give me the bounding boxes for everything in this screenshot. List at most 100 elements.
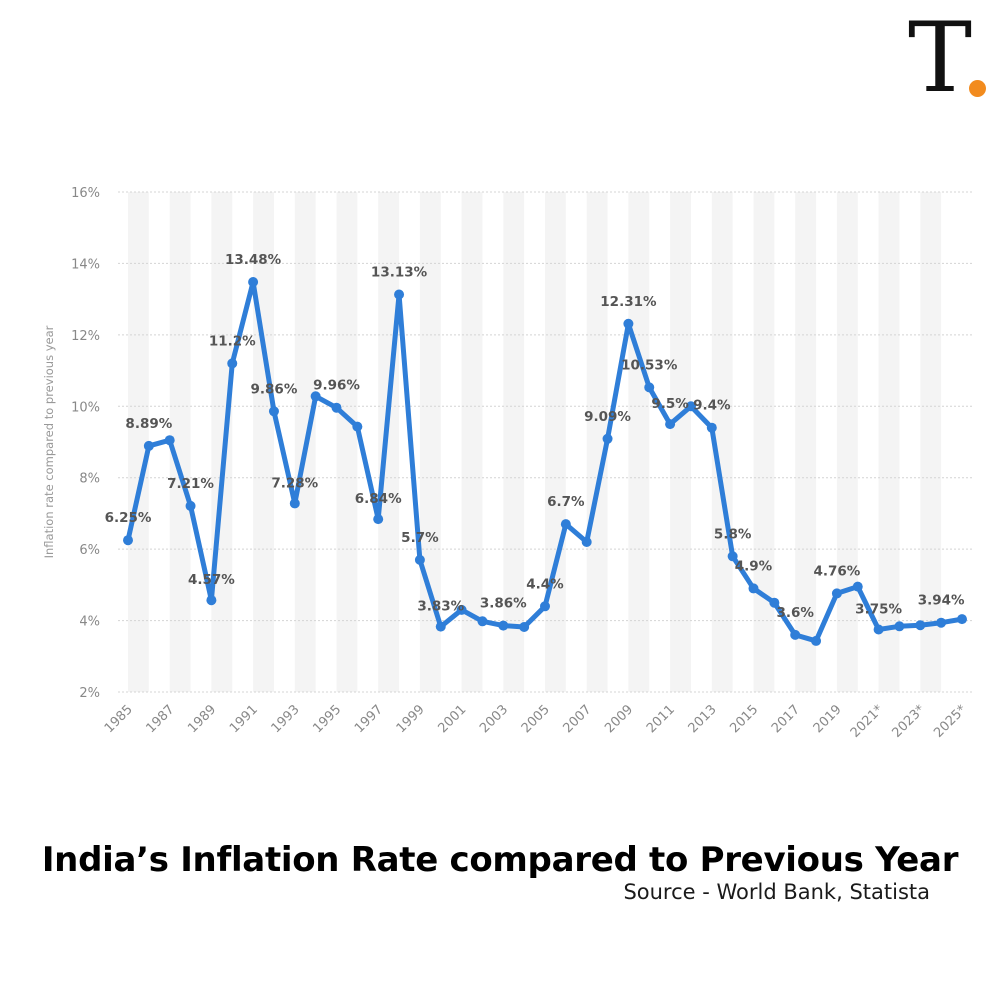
- data-point: [706, 422, 717, 433]
- data-label: 5.8%: [714, 526, 752, 542]
- data-point: [185, 500, 196, 511]
- x-tick-label: 2009: [602, 702, 636, 736]
- data-label: 4.57%: [188, 572, 235, 588]
- background-band: [545, 192, 566, 692]
- data-label: 9.09%: [584, 409, 631, 425]
- data-point: [227, 358, 238, 369]
- chart-title: India’s Inflation Rate compared to Previ…: [41, 840, 959, 880]
- data-point: [352, 421, 363, 432]
- data-label: 3.83%: [417, 599, 464, 615]
- data-point: [831, 588, 842, 599]
- data-label: 4.4%: [526, 576, 564, 592]
- data-label: 13.13%: [371, 265, 428, 281]
- data-points: [123, 277, 967, 646]
- y-axis-label: Inflation rate compared to previous year: [42, 325, 56, 558]
- data-point: [665, 419, 676, 430]
- y-tick-label: 10%: [71, 400, 100, 415]
- background-band: [795, 192, 817, 692]
- data-point: [123, 535, 133, 546]
- data-point: [873, 624, 884, 635]
- background-band: [670, 192, 691, 692]
- data-label: 3.6%: [776, 605, 814, 621]
- background-band: [753, 192, 775, 692]
- background-band: [503, 192, 525, 692]
- data-point: [164, 435, 175, 446]
- y-tick-label: 6%: [79, 543, 100, 558]
- background-band: [628, 192, 650, 692]
- background-band: [419, 192, 441, 692]
- inflation-line-chart: 2% 4% 6% 8% 10% 12% 14% 16% Inflation rate comp…: [42, 186, 972, 741]
- logo-letter: T: [908, 2, 973, 114]
- x-tick-label: 2001: [435, 702, 469, 736]
- y-tick-label: 12%: [71, 329, 100, 344]
- data-point: [560, 519, 571, 530]
- data-label: 11.2%: [209, 333, 256, 349]
- background-band: [711, 192, 733, 692]
- background-band: [920, 192, 942, 692]
- data-point: [748, 583, 759, 594]
- data-point: [373, 514, 384, 525]
- background-bands: [128, 192, 942, 692]
- data-label: 6.7%: [547, 494, 585, 510]
- data-point: [623, 318, 634, 329]
- x-tick-label: 1985: [102, 702, 136, 736]
- data-point: [644, 382, 655, 393]
- data-label: 6.84%: [355, 491, 402, 507]
- data-label: 8.89%: [125, 416, 172, 432]
- x-tick-label: 2003: [477, 702, 511, 736]
- data-point: [811, 635, 822, 646]
- y-tick-label: 14%: [71, 257, 100, 272]
- y-tick-label: 4%: [79, 615, 100, 630]
- data-label: 6.25%: [105, 510, 152, 526]
- x-tick-label: 1997: [352, 702, 386, 736]
- data-point: [498, 620, 509, 631]
- background-band: [461, 192, 483, 692]
- data-point: [310, 391, 321, 402]
- data-label: 9.4%: [693, 398, 731, 414]
- x-tick-label: 2019: [811, 702, 845, 736]
- data-point: [790, 629, 801, 640]
- y-tick-label: 16%: [71, 186, 100, 201]
- data-point: [477, 616, 488, 627]
- data-point: [685, 401, 696, 412]
- data-point: [206, 595, 217, 606]
- x-tick-label: 2025*: [931, 702, 970, 741]
- data-point: [394, 289, 405, 300]
- logo-dot: [969, 80, 986, 97]
- data-label: 4.76%: [813, 563, 860, 579]
- data-point: [602, 433, 613, 444]
- x-tick-label: 2013: [686, 702, 720, 736]
- background-band: [336, 192, 358, 692]
- x-tick-label: 2017: [769, 702, 803, 736]
- x-tick-label: 1993: [269, 702, 303, 736]
- data-point: [581, 537, 592, 547]
- background-band: [378, 192, 400, 692]
- data-label: 3.75%: [855, 602, 902, 618]
- background-band: [836, 192, 858, 692]
- data-point: [456, 604, 467, 615]
- data-point: [248, 277, 259, 287]
- data-point: [289, 498, 300, 509]
- x-tick-label: 1999: [394, 702, 428, 736]
- data-point: [957, 614, 967, 625]
- x-tick-label: 1987: [144, 702, 178, 736]
- data-label: 5.7%: [401, 530, 439, 546]
- data-point: [540, 601, 550, 612]
- data-point: [936, 617, 947, 628]
- data-labels: 6.25% 8.89% 7.21% 4.57% 11.2% 13.48% 9.86% 7.28…: [105, 252, 965, 621]
- data-label: 10.53%: [621, 357, 678, 373]
- y-tick-label: 8%: [79, 472, 100, 487]
- y-tick-label: 2%: [79, 686, 100, 701]
- chart-source: Source - World Bank, Statista: [623, 880, 930, 904]
- x-tick-label: 2011: [644, 702, 678, 736]
- data-point: [519, 622, 530, 632]
- data-point: [414, 554, 425, 565]
- x-tick-label: 2015: [727, 702, 761, 736]
- data-point: [894, 621, 905, 632]
- y-axis-ticks: 2% 4% 6% 8% 10% 12% 14% 16%: [71, 186, 100, 701]
- data-label: 7.28%: [271, 475, 318, 491]
- data-label: 7.21%: [167, 476, 214, 492]
- background-band: [169, 192, 191, 692]
- background-band: [586, 192, 608, 692]
- x-tick-label: 2021*: [848, 702, 887, 741]
